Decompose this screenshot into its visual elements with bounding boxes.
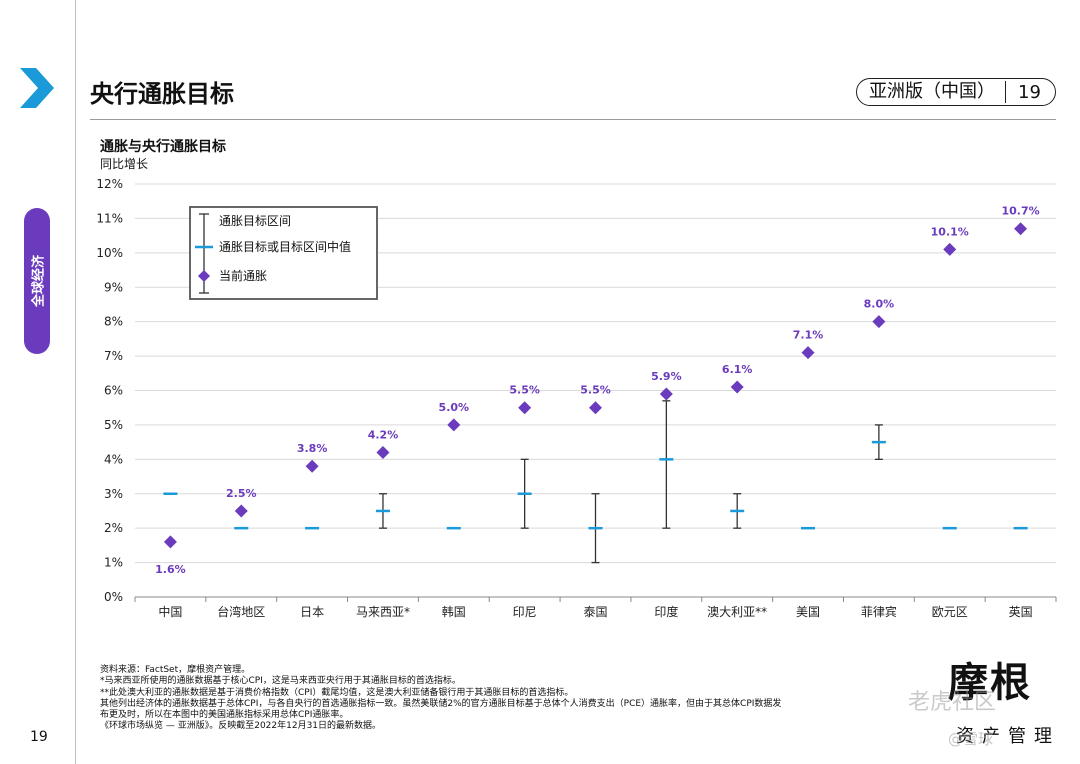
inflation-point	[163, 535, 177, 549]
y-tick-label: 6%	[104, 384, 123, 398]
edition-label: 亚洲版（中国）	[857, 81, 1006, 103]
legend-label: 通胀目标区间	[219, 214, 291, 228]
inflation-point	[305, 459, 319, 473]
footnote-australia: **此处澳大利亚的通胀数据是基于消费价格指数（CPI）截尾均值，这是澳大利亚储备…	[100, 687, 574, 698]
inflation-point	[234, 504, 248, 518]
inflation-data-label: 8.0%	[864, 298, 895, 311]
y-tick-label: 9%	[104, 280, 123, 294]
header-rule	[90, 119, 1056, 120]
inflation-data-label: 10.7%	[1001, 205, 1039, 218]
y-tick-label: 5%	[104, 418, 123, 432]
inflation-data-label: 6.1%	[722, 363, 753, 376]
y-tick-label: 11%	[96, 211, 123, 225]
edition-badge: 亚洲版（中国） 19	[856, 78, 1056, 106]
inflation-data-label: 5.5%	[509, 384, 540, 397]
chart-title: 通胀与央行通胀目标	[100, 139, 226, 155]
page-number: 19	[1018, 81, 1041, 103]
x-tick-label: 泰国	[583, 605, 607, 619]
inflation-point	[1014, 222, 1028, 236]
jpmorgan-logo: 摩根 资产管理	[930, 650, 1060, 750]
legend-label: 当前通胀	[219, 268, 267, 283]
x-tick-label: 印尼	[513, 605, 537, 619]
inflation-point	[943, 242, 957, 256]
footnotes: 资料来源：FactSet，摩根资产管理。 *马来西亚所使用的通胀数据基于核心CP…	[100, 665, 900, 733]
x-tick-label: 澳大利亚**	[707, 605, 767, 619]
x-tick-label: 马来西亚*	[356, 605, 410, 619]
footnote-other: 其他列出经济体的通胀数据基于总体CPI，与各自央行的首选通胀指标一致。虽然美联储…	[100, 698, 782, 721]
y-tick-label: 10%	[96, 246, 123, 260]
x-tick-label: 美国	[796, 605, 820, 619]
inflation-data-label: 1.6%	[155, 563, 186, 576]
chevron-right-icon	[20, 68, 54, 108]
footnote-guide: 《环球市场纵览 — 亚洲版》。反映截至2022年12月31日的最新数据。	[100, 721, 382, 732]
y-tick-label: 7%	[104, 349, 123, 363]
inflation-data-label: 4.2%	[368, 428, 399, 441]
inflation-point	[518, 401, 532, 415]
inflation-data-label: 3.8%	[297, 442, 328, 455]
inflation-data-label: 7.1%	[793, 329, 824, 342]
inflation-data-label: 10.1%	[931, 225, 969, 238]
x-tick-label: 台湾地区	[217, 604, 265, 619]
inflation-data-label: 2.5%	[226, 487, 257, 500]
watermark-xueqiu: @雪球	[948, 730, 994, 748]
x-tick-label: 菲律宾	[861, 604, 897, 619]
page-title: 央行通胀目标	[90, 80, 234, 108]
y-tick-label: 1%	[104, 556, 123, 570]
side-tab-global-economy[interactable]: 全球经济	[24, 208, 50, 354]
logo-name: 摩根	[948, 659, 1032, 706]
inflation-point	[447, 418, 461, 432]
chart-subtitle: 同比增长	[100, 157, 149, 171]
x-tick-label: 英国	[1009, 605, 1033, 619]
inflation-point	[376, 445, 390, 459]
y-tick-label: 0%	[104, 590, 123, 604]
footnote-malaysia: *马来西亚所使用的通胀数据基于核心CPI，这是马来西亚央行用于其通胀目标的首选指…	[100, 676, 461, 687]
y-tick-label: 8%	[104, 315, 123, 329]
logo-subtitle: 资产管理	[956, 726, 1060, 747]
legend-box	[189, 206, 378, 300]
y-tick-label: 3%	[104, 487, 123, 501]
inflation-point	[801, 346, 815, 360]
x-tick-label: 日本	[300, 605, 324, 619]
left-divider-line	[75, 0, 76, 764]
inflation-point	[589, 401, 602, 415]
y-tick-label: 2%	[104, 521, 123, 535]
inflation-point	[659, 387, 673, 401]
inflation-point	[872, 315, 886, 329]
legend-inflation-marker	[198, 270, 210, 282]
x-tick-label: 韩国	[442, 604, 466, 619]
inflation-data-label: 5.0%	[439, 401, 470, 414]
y-tick-label: 4%	[104, 452, 123, 466]
x-tick-label: 印度	[654, 604, 678, 619]
y-tick-label: 12%	[96, 177, 123, 191]
inflation-data-label: 5.9%	[651, 370, 682, 383]
inflation-data-label: 5.5%	[580, 384, 611, 397]
x-tick-label: 欧元区	[932, 605, 968, 619]
watermark-community: 老虎社区	[908, 690, 997, 715]
legend-label: 通胀目标或目标区间中值	[219, 239, 351, 254]
inflation-point	[730, 380, 744, 394]
page-number-left: 19	[30, 729, 48, 745]
x-tick-label: 中国	[158, 604, 182, 619]
footnote-source: 资料来源：FactSet，摩根资产管理。	[100, 665, 251, 675]
